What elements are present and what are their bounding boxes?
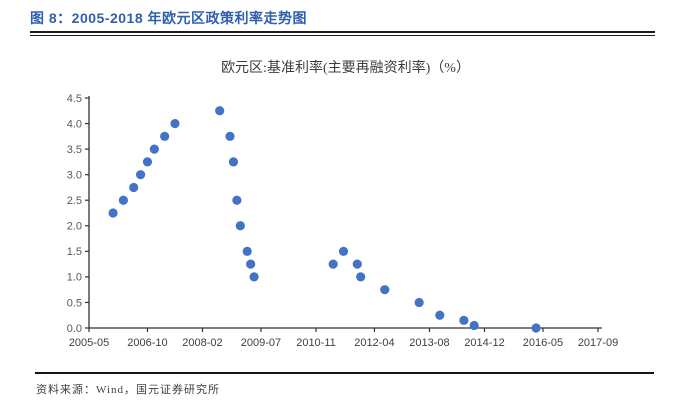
x-axis-tick-label: 2010-11	[296, 337, 336, 349]
y-axis-tick-label: 0.5	[67, 297, 82, 309]
data-point	[228, 157, 239, 167]
data-point	[160, 131, 170, 141]
y-axis-tick-label: 2.5	[67, 195, 82, 207]
data-point	[414, 297, 424, 308]
y-axis-tick-label: 4.5	[67, 93, 82, 105]
x-axis-tick-label: 2014-12	[464, 337, 504, 349]
y-axis-tick-label: 1.5	[67, 246, 82, 258]
data-point	[459, 315, 469, 325]
data-point	[469, 320, 479, 331]
x-axis-tick-label: 2012-04	[354, 337, 394, 349]
data-point	[380, 285, 390, 295]
x-axis-tick-label: 2016-05	[523, 337, 563, 349]
data-point	[215, 106, 225, 116]
data-source-note: 资料来源：Wind，国元证券研究所	[36, 384, 220, 396]
data-point	[170, 118, 180, 129]
x-axis-tick-label: 2009-07	[241, 337, 281, 349]
data-point	[142, 157, 153, 167]
footer-divider	[35, 372, 654, 374]
data-point	[328, 259, 338, 269]
x-axis-tick-label: 2013-08	[409, 337, 449, 349]
data-point	[356, 272, 366, 282]
data-point	[235, 221, 245, 231]
data-point	[149, 144, 159, 154]
x-axis-tick-label: 2005-05	[69, 337, 109, 349]
chart-title: 欧元区:基准利率(主要再融资利率)（%）	[221, 61, 470, 76]
x-axis-tick-label: 2006-10	[127, 337, 167, 349]
data-point	[118, 195, 128, 205]
y-axis-tick-label: 1.0	[67, 272, 82, 284]
y-axis-tick-label: 0.0	[67, 323, 82, 335]
data-point	[246, 259, 256, 269]
data-point	[242, 246, 252, 256]
data-point	[435, 310, 445, 320]
y-axis-tick-label: 3.5	[67, 144, 82, 156]
y-axis-tick-label: 3.0	[67, 170, 82, 182]
figure-caption: 图 8：2005-2018 年欧元区政策利率走势图	[30, 10, 308, 26]
y-axis-tick-label: 4.0	[67, 118, 82, 130]
data-point	[232, 195, 242, 205]
data-point	[129, 182, 139, 193]
x-axis-tick-label: 2008-02	[182, 337, 222, 349]
scatter-plot: 0.0 0.5 1.0 1.5 2.0 2.5 3.0 3.5 4.0 4.5 2005-05 200…	[67, 93, 618, 349]
caption-divider	[30, 31, 655, 36]
data-point	[338, 246, 349, 256]
data-point	[249, 272, 259, 282]
data-point	[225, 131, 235, 141]
data-point	[352, 259, 362, 269]
data-point	[531, 323, 541, 333]
y-axis-tick-label: 2.0	[67, 221, 82, 233]
data-point	[135, 170, 146, 180]
x-axis-tick-label: 2017-09	[578, 337, 618, 349]
data-point	[108, 208, 118, 218]
